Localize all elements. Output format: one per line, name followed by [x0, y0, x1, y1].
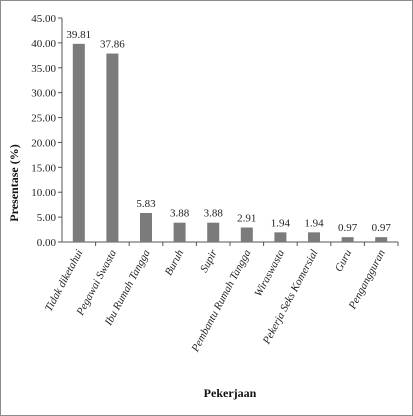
category-label: Pengangguran — [346, 247, 388, 312]
y-axis-title: Presentase (%) — [7, 144, 21, 221]
data-label: 39.81 — [66, 29, 91, 41]
bar — [274, 232, 287, 242]
y-tick-label: 40.00 — [31, 38, 56, 50]
category-label: Wiraswasta — [252, 247, 287, 298]
y-tick-label: 20.00 — [31, 137, 56, 149]
data-label: 3.88 — [170, 208, 190, 220]
y-tick-label: 0.00 — [37, 237, 57, 249]
bar — [207, 222, 220, 242]
data-label: 1.94 — [271, 217, 291, 229]
data-label: 2.91 — [237, 213, 256, 225]
category-label: Pembantu Rumah Tangga — [189, 247, 254, 355]
bar — [308, 232, 320, 242]
y-tick-label: 30.00 — [31, 88, 56, 100]
bar — [106, 53, 119, 242]
data-label: 0.97 — [338, 222, 358, 234]
y-tick-label: 10.00 — [31, 187, 56, 199]
bar — [375, 237, 388, 242]
x-axis-title: Pekerjaan — [204, 386, 257, 400]
bar — [72, 43, 85, 242]
category-label: Supir — [198, 247, 220, 274]
data-label: 37.86 — [100, 39, 125, 51]
y-tick-label: 25.00 — [31, 113, 56, 125]
y-tick-label: 35.00 — [31, 63, 56, 75]
bar — [173, 222, 186, 242]
y-tick-label: 45.00 — [31, 13, 56, 25]
category-label: Guru — [333, 247, 355, 274]
bar — [140, 212, 152, 242]
chart-marks: 0.00 5.00 10.00 15.00 20.00 25.00 30.00 35.00 40… — [31, 13, 399, 355]
bar — [341, 237, 354, 242]
bar — [240, 227, 253, 242]
data-label: 5.83 — [136, 198, 156, 210]
data-label: 1.94 — [304, 217, 324, 229]
y-tick-label: 5.00 — [37, 212, 57, 224]
category-label: Buruh — [163, 247, 187, 277]
data-label: 0.97 — [372, 222, 392, 234]
y-tick-label: 15.00 — [31, 162, 56, 174]
data-label: 3.88 — [204, 208, 224, 220]
